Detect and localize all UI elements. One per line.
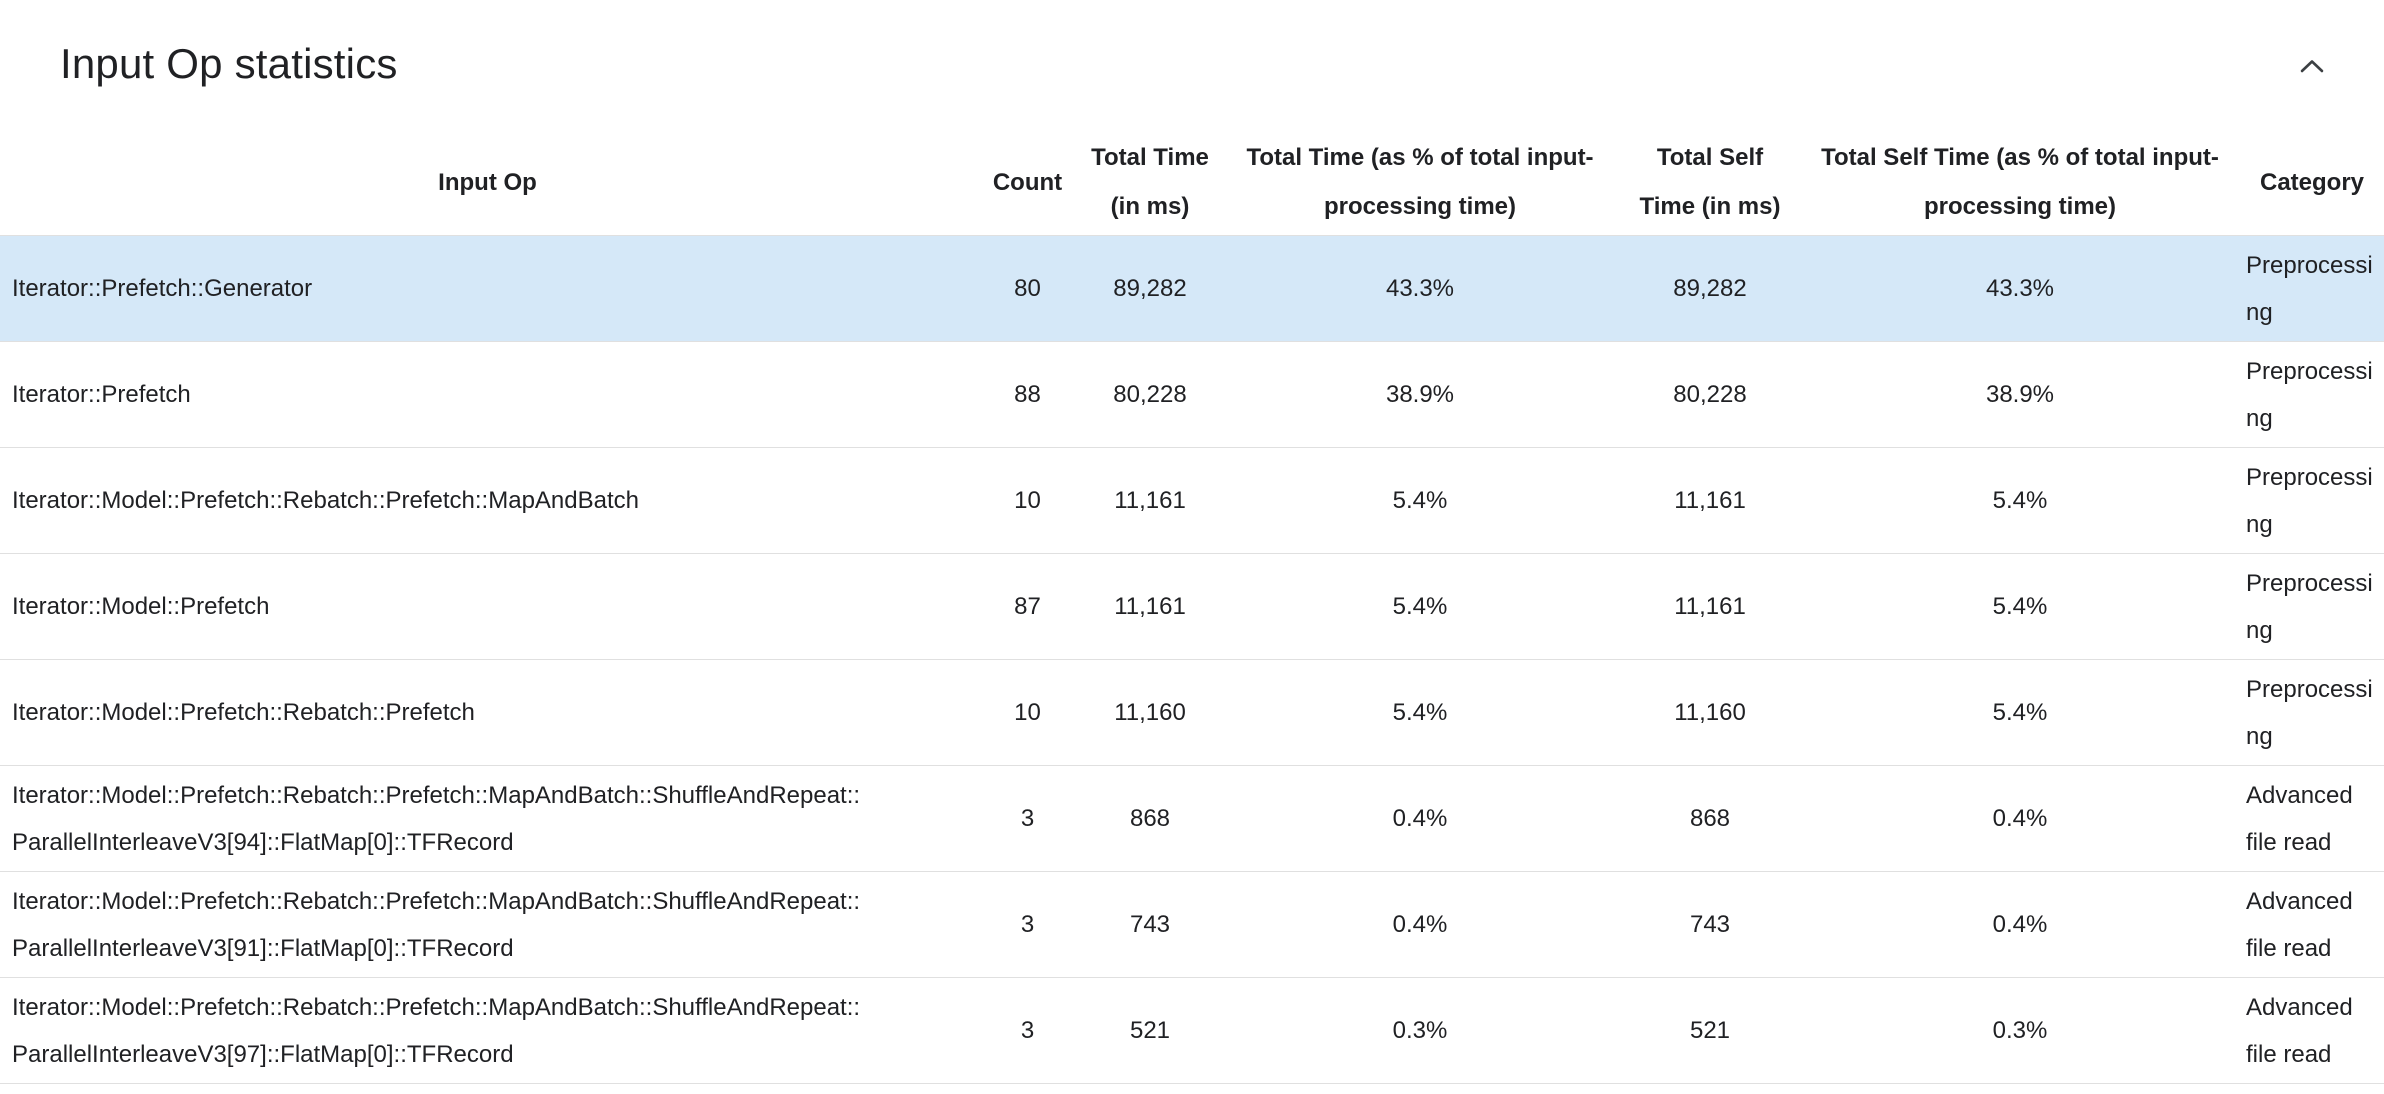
cell-total_time: 11,160 (1080, 659, 1220, 766)
table-row[interactable]: Iterator::​Prefetch 88 80,228 38.9% 80,228 38… (0, 341, 2384, 448)
cell-total_self_time: 80,228 (1620, 341, 1800, 448)
cell-total_time_pct: 43.3% (1220, 235, 1620, 342)
cell-total_time_pct: 5.4% (1220, 659, 1620, 766)
table-row[interactable]: Iterator::​Model::​Prefetch::​Rebatch::​… (0, 977, 2384, 1084)
cell-total_self_time: 11,161 (1620, 447, 1800, 554)
cell-total_time: 89,282 (1080, 235, 1220, 342)
cell-input_op: Iterator::​Model::​Prefetch::​Rebatch::​… (0, 871, 975, 978)
cell-category: Advanced file read (2240, 977, 2384, 1084)
cell-total_time: 80,228 (1080, 341, 1220, 448)
table-row[interactable]: Iterator::​Model::​Prefetch 87 11,161 5.4% 1… (0, 553, 2384, 660)
cell-total_self_time: 521 (1620, 977, 1800, 1084)
cell-category: Advanced file read (2240, 765, 2384, 872)
cell-total_self_time_pct: 5.4% (1800, 659, 2240, 766)
cell-total_time_pct: 0.4% (1220, 871, 1620, 978)
cell-input_op: Iterator::​Prefetch::​Generator (0, 235, 975, 342)
cell-input_op: Iterator::​Model::​Prefetch::​Rebatch::​… (0, 659, 975, 766)
cell-input_op: Iterator::​Model::​Prefetch (0, 553, 975, 660)
cell-total_time_pct: 5.4% (1220, 553, 1620, 660)
cell-total_time_pct: 5.4% (1220, 447, 1620, 554)
cell-category: Preprocessing (2240, 341, 2384, 448)
input-op-statistics-section-header: Input Op statistics (0, 0, 2384, 129)
cell-count: 10 (975, 447, 1080, 554)
cell-input_op: Iterator::​Prefetch (0, 341, 975, 448)
cell-total_self_time_pct: 5.4% (1800, 447, 2240, 554)
cell-total_self_time_pct: 0.4% (1800, 765, 2240, 872)
table-header-row: Input Op Count Total Time (in ms) Total Tim… (0, 129, 2384, 236)
cell-category: Advanced file read (2240, 871, 2384, 978)
cell-total_time_pct: 0.3% (1220, 977, 1620, 1084)
section-title: Input Op statistics (60, 40, 398, 87)
cell-input_op: Iterator::​Model::​Prefetch::​Rebatch::​… (0, 765, 975, 872)
cell-input_op: Iterator::​Model::​Prefetch::​Rebatch::​… (0, 977, 975, 1084)
table-row[interactable]: Iterator::​Model::​Prefetch::​Rebatch::​… (0, 447, 2384, 554)
cell-input_op: Iterator::​Model::​Prefetch::​Rebatch::​… (0, 447, 975, 554)
cell-total_self_time: 743 (1620, 871, 1800, 978)
cell-total_self_time_pct: 0.4% (1800, 871, 2240, 978)
cell-total_time: 743 (1080, 871, 1220, 978)
cell-category: Preprocessing (2240, 553, 2384, 660)
cell-total_time: 868 (1080, 765, 1220, 872)
cell-count: 3 (975, 765, 1080, 872)
column-header-category: Category (2240, 129, 2384, 236)
cell-count: 87 (975, 553, 1080, 660)
column-header-total_self_time_pct: Total Self Time (as % of total input-pro… (1800, 129, 2240, 236)
cell-count: 3 (975, 871, 1080, 978)
table-row[interactable]: Iterator::​Model::​Prefetch::​Rebatch::​… (0, 765, 2384, 872)
cell-total_time_pct: 38.9% (1220, 341, 1620, 448)
cell-total_time: 11,161 (1080, 553, 1220, 660)
cell-count: 10 (975, 659, 1080, 766)
table-row[interactable]: Iterator::​Model::​Prefetch::​Rebatch::​… (0, 871, 2384, 978)
chevron-up-icon (2300, 60, 2324, 73)
cell-total_self_time: 868 (1620, 765, 1800, 872)
cell-category: Preprocessing (2240, 235, 2384, 342)
cell-total_self_time_pct: 38.9% (1800, 341, 2240, 448)
cell-total_self_time_pct: 0.3% (1800, 977, 2240, 1084)
table-row[interactable]: Iterator::​Prefetch::​Generator 80 89,282 4… (0, 235, 2384, 342)
input-op-statistics-table: Input Op Count Total Time (in ms) Total Tim… (0, 129, 2384, 1084)
cell-total_self_time_pct: 5.4% (1800, 553, 2240, 660)
column-header-count: Count (975, 129, 1080, 236)
cell-total_time_pct: 0.4% (1220, 765, 1620, 872)
table-body: Iterator::​Prefetch::​Generator 80 89,282 4… (0, 235, 2384, 1084)
collapse-section-button[interactable] (2288, 46, 2336, 86)
column-header-total_self_time: Total Self Time (in ms) (1620, 129, 1800, 236)
cell-total_self_time: 89,282 (1620, 235, 1800, 342)
cell-count: 88 (975, 341, 1080, 448)
cell-category: Preprocessing (2240, 659, 2384, 766)
cell-total_time: 521 (1080, 977, 1220, 1084)
cell-total_self_time: 11,160 (1620, 659, 1800, 766)
table-row[interactable]: Iterator::​Model::​Prefetch::​Rebatch::​… (0, 659, 2384, 766)
cell-total_time: 11,161 (1080, 447, 1220, 554)
cell-total_self_time: 11,161 (1620, 553, 1800, 660)
cell-count: 3 (975, 977, 1080, 1084)
column-header-total_time: Total Time (in ms) (1080, 129, 1220, 236)
cell-count: 80 (975, 235, 1080, 342)
cell-total_self_time_pct: 43.3% (1800, 235, 2240, 342)
column-header-total_time_pct: Total Time (as % of total input-processi… (1220, 129, 1620, 236)
cell-category: Preprocessing (2240, 447, 2384, 554)
column-header-input_op: Input Op (0, 129, 975, 236)
